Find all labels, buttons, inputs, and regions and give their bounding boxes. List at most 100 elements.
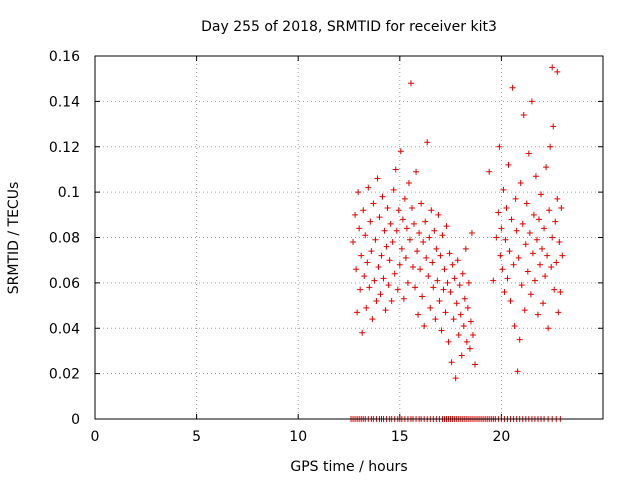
data-point xyxy=(444,279,451,286)
data-point xyxy=(396,261,403,268)
data-point xyxy=(418,200,425,207)
data-point xyxy=(447,288,454,295)
data-point xyxy=(369,316,376,323)
data-point xyxy=(400,295,407,302)
data-point xyxy=(436,298,443,305)
data-point xyxy=(395,207,402,214)
data-point xyxy=(432,316,439,323)
data-point xyxy=(553,259,560,266)
data-point xyxy=(399,216,406,223)
data-point xyxy=(467,318,474,325)
data-point xyxy=(521,307,528,314)
data-point xyxy=(559,252,566,259)
data-point xyxy=(360,207,367,214)
data-point xyxy=(452,375,459,382)
data-point xyxy=(471,361,478,368)
data-point xyxy=(354,309,361,316)
data-point xyxy=(510,261,517,268)
data-point xyxy=(365,184,372,191)
data-point xyxy=(375,263,382,270)
data-point xyxy=(501,288,508,295)
data-point xyxy=(537,261,544,268)
data-point xyxy=(552,218,559,225)
data-point xyxy=(350,239,357,246)
data-point xyxy=(367,218,374,225)
data-point xyxy=(424,139,431,146)
data-point xyxy=(532,173,539,180)
data-point xyxy=(454,257,461,264)
data-point xyxy=(500,186,507,193)
data-point xyxy=(558,205,565,212)
data-point xyxy=(415,311,422,318)
data-point xyxy=(548,263,555,270)
data-point xyxy=(437,252,444,259)
data-point xyxy=(459,270,466,277)
data-point xyxy=(442,309,449,316)
data-point xyxy=(419,293,426,300)
data-point xyxy=(411,220,418,227)
data-point xyxy=(420,239,427,246)
data-point xyxy=(519,220,526,227)
data-point xyxy=(469,332,476,339)
data-point xyxy=(438,327,445,334)
data-point xyxy=(393,227,400,234)
chart-title: Day 255 of 2018, SRMTID for receiver kit… xyxy=(201,19,497,35)
data-point xyxy=(357,286,364,293)
data-point xyxy=(549,234,556,241)
data-point xyxy=(516,336,523,343)
data-point xyxy=(508,216,515,223)
x-tick-label: 0 xyxy=(91,429,100,445)
data-point xyxy=(496,143,503,150)
data-point xyxy=(466,345,473,352)
data-point xyxy=(541,225,548,232)
data-point xyxy=(373,298,380,305)
data-point xyxy=(517,180,524,187)
data-point xyxy=(461,295,468,302)
data-point xyxy=(448,359,455,366)
data-point xyxy=(534,311,541,318)
data-point xyxy=(413,168,420,175)
data-point xyxy=(376,214,383,221)
data-point xyxy=(518,282,525,289)
data-point xyxy=(389,239,396,246)
data-point xyxy=(412,284,419,291)
data-point xyxy=(554,195,561,202)
data-point xyxy=(433,245,440,252)
data-point xyxy=(416,229,423,236)
y-tick-label: 0.12 xyxy=(49,140,80,156)
data-point xyxy=(513,227,520,234)
data-point xyxy=(490,277,497,284)
data-point xyxy=(445,338,452,345)
data-point xyxy=(460,322,467,329)
data-point xyxy=(464,304,471,311)
data-point xyxy=(385,282,392,289)
data-point xyxy=(363,304,370,311)
data-point xyxy=(387,220,394,227)
data-point xyxy=(547,143,554,150)
data-point xyxy=(544,252,551,259)
data-point xyxy=(530,211,537,218)
data-point xyxy=(368,248,375,255)
data-point xyxy=(509,84,516,91)
data-point xyxy=(417,266,424,273)
data-point xyxy=(446,250,453,257)
y-tick-label: 0.14 xyxy=(49,94,80,110)
data-point xyxy=(410,263,417,270)
plot-frame xyxy=(94,55,604,420)
data-point xyxy=(443,223,450,230)
data-point xyxy=(557,288,564,295)
data-point xyxy=(406,236,413,243)
data-point xyxy=(428,207,435,214)
data-point xyxy=(422,218,429,225)
data-point xyxy=(402,254,409,261)
data-point xyxy=(549,64,556,71)
data-point xyxy=(497,252,504,259)
data-point xyxy=(506,248,513,255)
data-point xyxy=(514,368,521,375)
data-point xyxy=(449,261,456,268)
data-point xyxy=(540,300,547,307)
data-point xyxy=(398,245,405,252)
data-point xyxy=(380,275,387,282)
data-point xyxy=(405,180,412,187)
data-point xyxy=(425,273,432,280)
